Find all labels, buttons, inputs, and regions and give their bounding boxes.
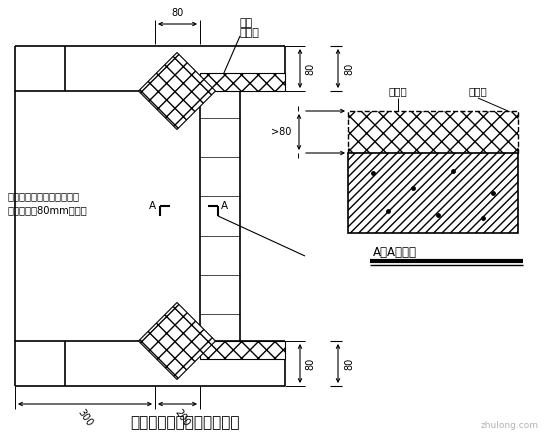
Text: >80: >80 xyxy=(270,127,291,137)
Text: 网格布: 网格布 xyxy=(240,28,260,38)
Text: 预粘不小于80mm网格布: 预粘不小于80mm网格布 xyxy=(8,205,88,215)
Text: A: A xyxy=(149,201,156,211)
Bar xyxy=(348,111,518,153)
Text: 与墙体接触一面用粘结砂浆: 与墙体接触一面用粘结砂浆 xyxy=(8,191,80,201)
Text: 80: 80 xyxy=(305,62,315,75)
Bar xyxy=(200,341,285,359)
Text: 门窗洞口附加网络布示意图: 门窗洞口附加网络布示意图 xyxy=(130,415,240,430)
Text: 附加: 附加 xyxy=(240,18,253,28)
Polygon shape xyxy=(138,52,216,130)
Text: 80: 80 xyxy=(305,357,315,370)
Text: A－A剖面图: A－A剖面图 xyxy=(373,247,417,259)
Bar xyxy=(200,73,285,91)
Text: 挤塑板: 挤塑板 xyxy=(469,86,487,96)
Text: 80: 80 xyxy=(344,62,354,75)
Text: 80: 80 xyxy=(344,357,354,370)
Text: 200: 200 xyxy=(173,407,192,428)
Text: 网格布: 网格布 xyxy=(389,86,407,96)
Bar xyxy=(348,153,518,233)
Text: 300: 300 xyxy=(76,407,95,428)
Text: 80: 80 xyxy=(171,8,184,18)
Text: A: A xyxy=(221,201,228,211)
Text: zhulong.com: zhulong.com xyxy=(481,421,539,430)
Polygon shape xyxy=(138,303,216,380)
